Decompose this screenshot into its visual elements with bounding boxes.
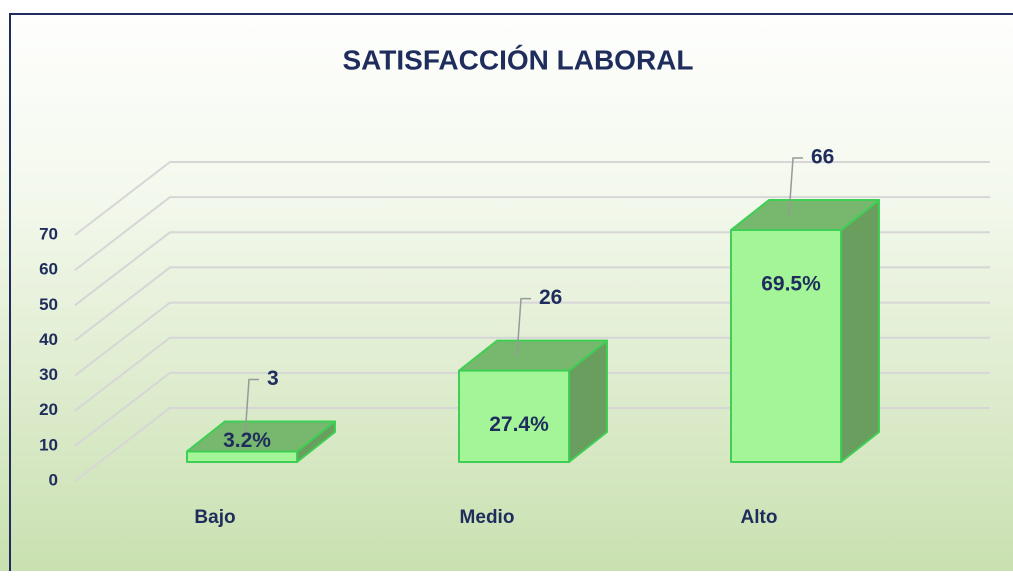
grid-line bbox=[74, 301, 990, 377]
chart-title: SATISFACCIÓN LABORAL bbox=[342, 44, 693, 75]
bar bbox=[730, 229, 842, 463]
leader-line bbox=[244, 378, 259, 437]
y-tick-label: 70 bbox=[39, 224, 58, 243]
y-tick-label: 50 bbox=[39, 295, 58, 314]
bar bbox=[186, 450, 298, 464]
percentage-label: 69.5% bbox=[761, 273, 821, 296]
value-label: 26 bbox=[539, 286, 562, 309]
grid-line bbox=[74, 336, 990, 412]
frame bbox=[9, 13, 1013, 571]
percentage-label: 3.2% bbox=[223, 429, 271, 452]
value-label: 3 bbox=[267, 367, 279, 390]
grid-line bbox=[74, 266, 990, 342]
y-tick-label: 30 bbox=[39, 365, 58, 384]
y-tick-label: 40 bbox=[39, 330, 58, 349]
x-tick-label: Medio bbox=[460, 507, 515, 528]
y-tick-label: 60 bbox=[39, 260, 58, 279]
y-tick-label: 0 bbox=[49, 470, 58, 489]
grid-line bbox=[74, 196, 990, 271]
x-tick-label: Alto bbox=[741, 507, 778, 528]
bar-side bbox=[840, 199, 880, 463]
grid-line bbox=[74, 407, 990, 482]
grid-line bbox=[74, 161, 990, 236]
leader-line bbox=[516, 297, 531, 356]
bar bbox=[458, 369, 570, 463]
y-tick-label: 20 bbox=[39, 400, 58, 419]
percentage-label: 27.4% bbox=[489, 413, 549, 436]
grid-line bbox=[74, 371, 990, 447]
x-tick-label: Bajo bbox=[194, 507, 235, 528]
grid-line bbox=[74, 231, 990, 307]
value-label: 66 bbox=[811, 146, 834, 169]
y-tick-label: 10 bbox=[39, 435, 58, 454]
leader-line bbox=[788, 157, 803, 216]
